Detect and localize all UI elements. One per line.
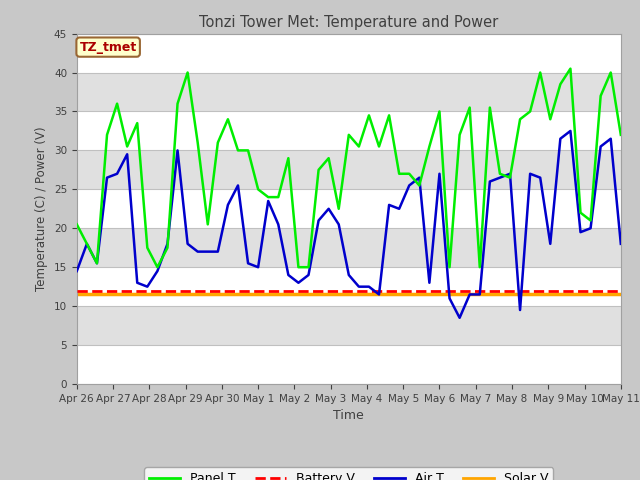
Bar	[77, 34, 621, 72]
Legend: Panel T, Battery V, Air T, Solar V: Panel T, Battery V, Air T, Solar V	[144, 468, 554, 480]
Bar	[77, 267, 621, 306]
X-axis label: Time: Time	[333, 409, 364, 422]
Bar	[77, 228, 621, 267]
Bar	[77, 306, 621, 345]
Bar	[77, 189, 621, 228]
Y-axis label: Temperature (C) / Power (V): Temperature (C) / Power (V)	[35, 127, 48, 291]
Bar	[77, 111, 621, 150]
Text: TZ_tmet: TZ_tmet	[79, 41, 137, 54]
Bar	[77, 72, 621, 111]
Bar	[77, 345, 621, 384]
Title: Tonzi Tower Met: Temperature and Power: Tonzi Tower Met: Temperature and Power	[199, 15, 499, 30]
Bar	[77, 150, 621, 189]
